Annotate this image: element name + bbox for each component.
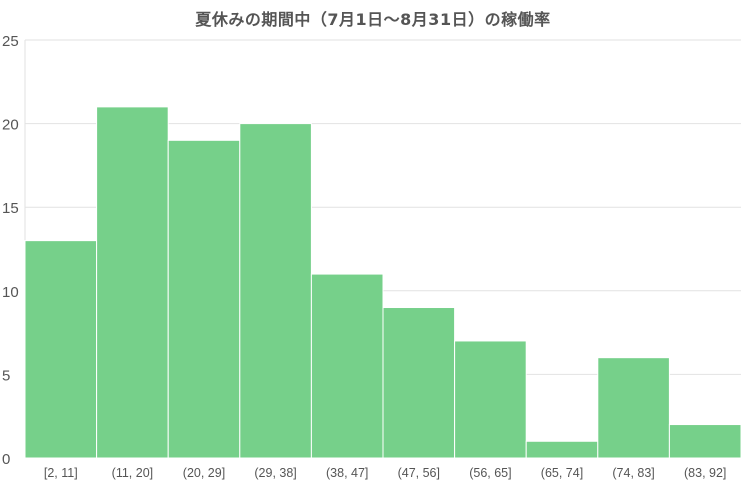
x-tick-label: (65, 74] bbox=[541, 466, 583, 480]
bar bbox=[454, 340, 527, 459]
x-tick-label: (47, 56] bbox=[398, 466, 440, 480]
bar bbox=[525, 440, 599, 459]
bar bbox=[239, 123, 312, 459]
x-tick-label: (29, 38] bbox=[254, 466, 296, 480]
x-tick-label: (38, 47] bbox=[326, 466, 368, 480]
y-tick-label: 0 bbox=[2, 451, 10, 468]
bar bbox=[668, 424, 742, 459]
x-tick-label: [2, 11] bbox=[44, 466, 78, 480]
y-tick-label: 5 bbox=[2, 367, 10, 384]
x-tick-label: (83, 92] bbox=[684, 466, 726, 480]
x-tick-label: (11, 20] bbox=[112, 466, 153, 480]
bar bbox=[597, 357, 670, 459]
x-tick-label: (74, 83] bbox=[612, 466, 654, 480]
y-tick-label: 25 bbox=[2, 33, 19, 50]
bar bbox=[96, 106, 169, 459]
x-axis-ticks: [2, 11] (11, 20] (20, 29] (29, 38] (38, 47] (… bbox=[44, 466, 727, 480]
bar bbox=[24, 240, 98, 459]
y-tick-label: 15 bbox=[2, 200, 19, 217]
y-axis-ticks: 0 5 10 15 20 25 bbox=[2, 33, 19, 468]
bar bbox=[167, 139, 241, 459]
chart-title: 夏休みの期間中（7月1日〜8月31日）の稼働率 bbox=[195, 10, 551, 29]
bars bbox=[24, 106, 742, 459]
bar bbox=[310, 273, 384, 459]
x-tick-label: (56, 65] bbox=[469, 466, 511, 480]
y-tick-label: 20 bbox=[2, 117, 19, 134]
bar bbox=[382, 307, 456, 459]
x-tick-label: (20, 29] bbox=[183, 466, 225, 480]
y-tick-label: 10 bbox=[2, 284, 19, 301]
